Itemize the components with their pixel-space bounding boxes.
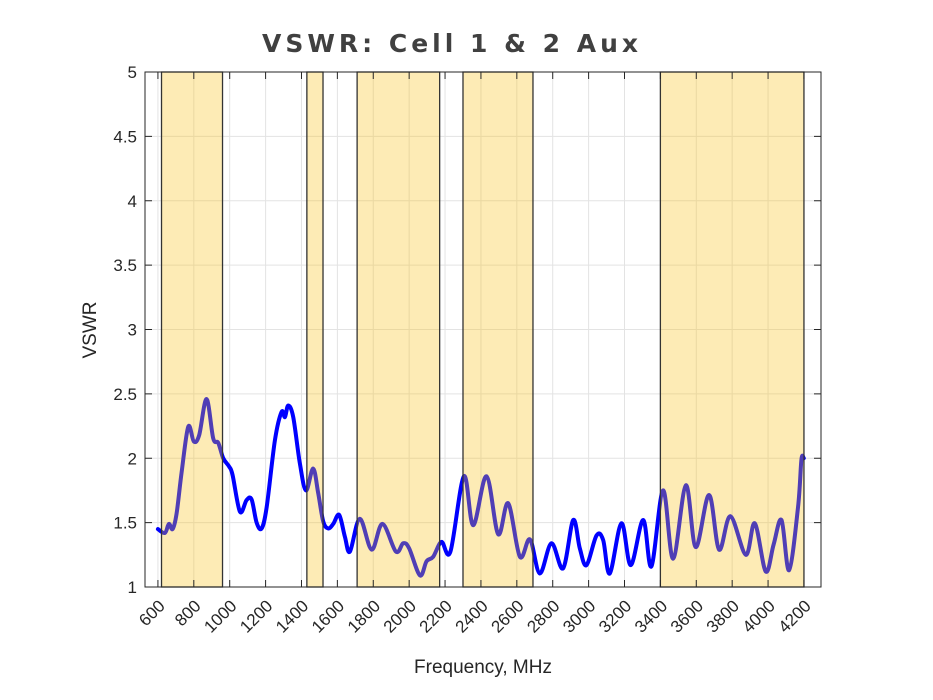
x-tick-label: 2000 xyxy=(380,596,420,636)
x-tick-label: 1400 xyxy=(272,596,312,636)
y-tick-label: 3.5 xyxy=(113,256,137,275)
x-tick-label: 600 xyxy=(135,596,168,629)
frequency-bands xyxy=(160,71,805,588)
vswr-series-line xyxy=(155,397,806,578)
y-tick-label: 2 xyxy=(128,449,137,468)
x-axis-label: Frequency, MHz xyxy=(414,657,552,678)
y-tick-label: 3 xyxy=(128,321,137,340)
x-tick-label: 3000 xyxy=(559,596,599,636)
x-tick-label: 2400 xyxy=(452,596,492,636)
x-tick-label: 1600 xyxy=(308,596,348,636)
y-tick-label: 1 xyxy=(128,578,137,597)
x-tick-label: 3400 xyxy=(631,596,671,636)
x-tick-label: 2600 xyxy=(487,596,527,636)
frequency-band xyxy=(356,71,441,588)
x-tick-label: 4200 xyxy=(775,596,815,636)
x-tick-label: 2200 xyxy=(416,596,456,636)
y-tick-label: 4 xyxy=(128,192,137,211)
y-tick-label: 2.5 xyxy=(113,385,137,404)
y-tick-label: 4.5 xyxy=(113,127,137,146)
frequency-band xyxy=(160,71,224,588)
x-tick-label: 1800 xyxy=(344,596,384,636)
x-tick-label: 2800 xyxy=(523,596,563,636)
x-tick-label: 3600 xyxy=(667,596,707,636)
y-tick-label: 5 xyxy=(128,63,137,82)
frequency-band xyxy=(306,71,324,588)
x-tick-labels: 600 8001000120014001600180020002200240026… xyxy=(135,596,815,636)
axis-ticks xyxy=(145,71,821,588)
x-tick-label: 3800 xyxy=(703,596,743,636)
x-tick-label: 3200 xyxy=(595,596,635,636)
x-tick-label: 1000 xyxy=(200,596,240,636)
x-tick-label: 1200 xyxy=(236,596,276,636)
y-tick-labels: 1 1.5 2 2.5 3 3.5 4 4.5 5 xyxy=(113,63,137,597)
chart-title: VSWR: Cell 1 & 2 Aux xyxy=(262,29,642,58)
x-tick-label: 4000 xyxy=(739,596,779,636)
y-axis-label: VSWR xyxy=(80,302,101,359)
y-tick-label: 1.5 xyxy=(113,514,137,533)
frequency-band xyxy=(462,71,534,588)
frequency-band xyxy=(659,71,805,588)
x-tick-label: 800 xyxy=(171,596,204,629)
